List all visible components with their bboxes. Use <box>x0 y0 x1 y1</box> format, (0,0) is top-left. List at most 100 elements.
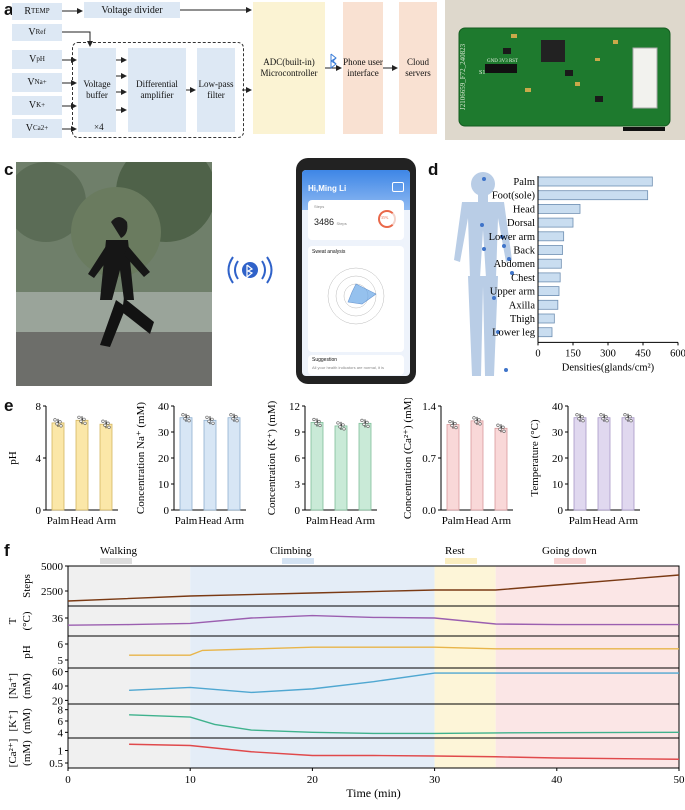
y-tick-label: 36 <box>52 613 64 625</box>
bar-chart-2: 0 3 6 9 12 Palm Head Arm Concentration (K⁺) (mM) <box>266 400 377 527</box>
voltage-buffer-box: Voltage buffer <box>78 48 116 132</box>
y-tick-label: 0.7 <box>422 453 436 465</box>
bluetooth-wireless-icon <box>227 256 273 284</box>
category-label: Upper arm <box>490 287 535 298</box>
share-icon[interactable] <box>392 182 404 192</box>
y-tick-label: 6 <box>295 453 301 465</box>
data-point <box>312 417 316 422</box>
y-tick-label: 5 <box>58 655 64 667</box>
y-tick-label: 20 <box>158 453 170 465</box>
bar <box>446 424 460 511</box>
bar <box>358 422 372 511</box>
data-point <box>205 415 209 419</box>
data-point <box>472 416 476 420</box>
y-tick-label: 6 <box>58 639 64 651</box>
input-vna: V Na+ <box>12 73 62 92</box>
panel-label-e: e <box>4 396 14 415</box>
bar <box>179 417 193 511</box>
density-bar <box>537 299 559 310</box>
data-point <box>341 423 345 427</box>
panel-label-c: c <box>4 160 14 179</box>
bar <box>494 427 508 511</box>
category-label: Arm <box>224 515 245 527</box>
lowpass-filter-box: Low-pass filter <box>197 48 235 132</box>
y-axis-label: Concentration (K⁺) (mM) <box>266 400 278 515</box>
panel-label-f: f <box>4 541 10 560</box>
series-line <box>129 672 679 694</box>
y-tick-label: 1 <box>58 746 64 758</box>
runner-photo <box>16 162 212 386</box>
x-axis-label: Time (min) <box>346 786 401 800</box>
category-label: Foot(sole) <box>492 191 536 202</box>
phone-screen: Hi,Ming Li Steps 3486 Steps 35% Sweat an… <box>302 170 410 376</box>
y-tick-label: 6 <box>58 716 64 728</box>
bar <box>227 417 241 511</box>
category-label: Palm <box>306 515 329 527</box>
input-rtemp: R TEMP <box>12 3 62 20</box>
bar <box>621 417 635 511</box>
category-label: Head <box>465 515 489 527</box>
data-point <box>366 424 370 428</box>
data-point <box>601 417 605 421</box>
data-point <box>318 423 322 428</box>
y-axis-label: Concentration (Ca²⁺) (mM) <box>402 398 414 519</box>
data-point <box>336 421 340 425</box>
data-point <box>604 415 608 419</box>
data-point <box>474 420 478 424</box>
category-label: Abdomen <box>494 259 536 270</box>
data-point <box>496 423 500 427</box>
bar <box>597 417 611 511</box>
data-point <box>77 415 81 419</box>
bar <box>470 420 484 511</box>
bar-chart-0: 0 4 8 Palm Head Arm pH <box>7 401 118 527</box>
data-point <box>478 422 482 426</box>
category-label: Dorsal <box>507 218 535 229</box>
data-point <box>454 425 458 430</box>
x-tick-label: 150 <box>565 348 581 359</box>
y-axis-label: [Na⁺] <box>7 673 19 699</box>
suggestion-card[interactable] <box>308 355 404 375</box>
density-bar <box>537 272 561 283</box>
svg-text:S1: S1 <box>479 70 485 76</box>
progress-ring <box>378 210 396 228</box>
x-tick-label: 0 <box>65 774 71 786</box>
y-tick-label: 5000 <box>41 561 64 573</box>
data-point <box>234 415 238 419</box>
data-point <box>623 413 627 417</box>
cloud-servers-box: Cloud servers <box>399 2 437 134</box>
x-tick-label: 20 <box>307 774 319 786</box>
series-line <box>67 574 680 602</box>
runner-scene <box>16 162 212 386</box>
suggestion-title: Suggestion <box>312 357 338 363</box>
data-point <box>453 421 457 426</box>
phase-swatch <box>554 558 586 564</box>
data-point <box>605 419 609 423</box>
phase-label: Climbing <box>270 545 312 557</box>
bar <box>310 422 324 511</box>
category-label: Arm <box>96 515 117 527</box>
bar <box>75 419 89 511</box>
suggestion-text: All your health indicators are normal, i… <box>312 365 385 370</box>
radar-chart <box>327 267 385 325</box>
bar <box>334 425 348 511</box>
y-tick-label: 9 <box>295 427 301 439</box>
data-point <box>53 418 57 422</box>
data-point <box>103 423 107 427</box>
category-label: Palm <box>513 177 535 188</box>
category-label: Lower arm <box>489 232 535 243</box>
input-vk: V K+ <box>12 96 62 115</box>
y-axis-label: (°C) <box>21 611 33 630</box>
data-point <box>502 429 506 433</box>
data-point <box>107 425 111 429</box>
y-tick-label: 0 <box>295 505 301 517</box>
y-tick-label: 30 <box>552 427 564 439</box>
data-point <box>79 419 83 423</box>
category-label: Palm <box>442 515 465 527</box>
y-tick-label: 0.5 <box>49 758 63 770</box>
phase-swatch <box>445 558 477 564</box>
data-point <box>314 421 318 426</box>
y-tick-label: 20 <box>552 453 564 465</box>
density-bar <box>537 313 555 324</box>
y-tick-label: 12 <box>289 401 300 413</box>
data-point <box>342 427 346 431</box>
